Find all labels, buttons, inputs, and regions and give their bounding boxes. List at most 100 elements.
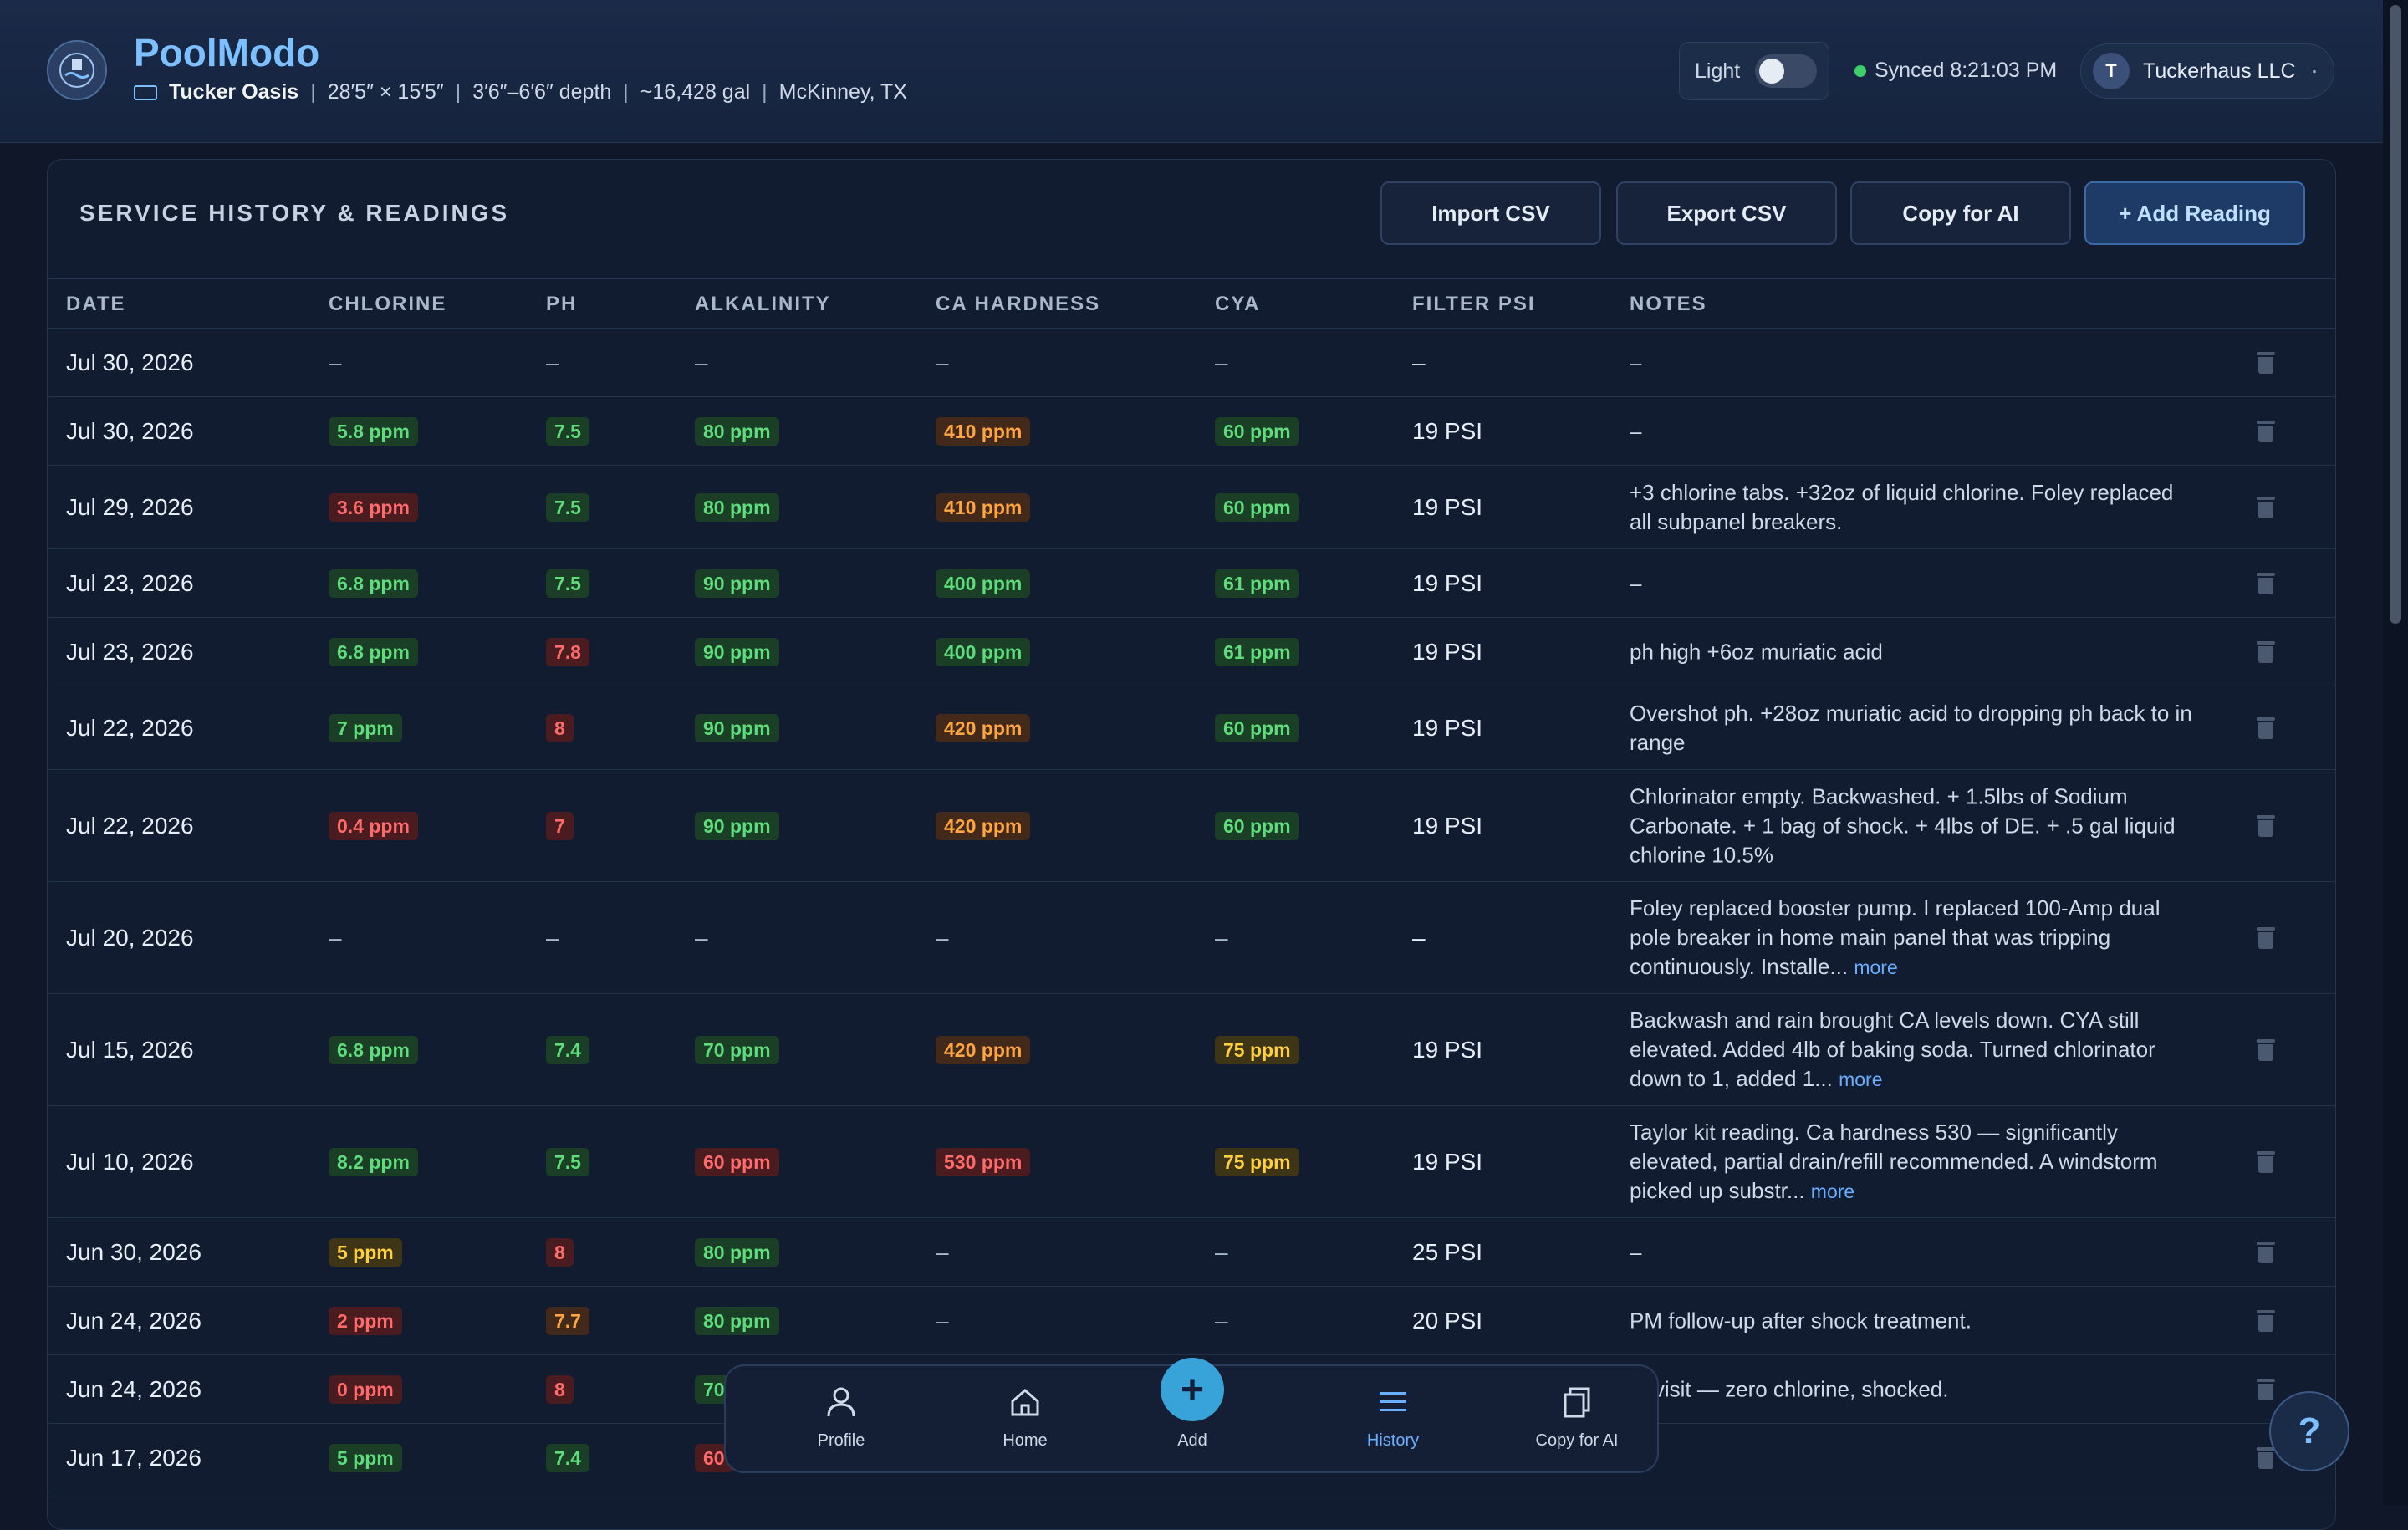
table-row[interactable]: Jul 23, 2026 6.8 ppm 7.8 90 ppm 400 ppm 61 pp… <box>48 618 2335 686</box>
cya-value-badge: 60 ppm <box>1215 811 1299 840</box>
trash-icon[interactable] <box>2257 814 2275 837</box>
more-link[interactable]: more <box>1854 956 1898 978</box>
trash-icon[interactable] <box>2257 572 2275 594</box>
help-button[interactable]: ? <box>2269 1391 2349 1471</box>
copy-for-ai-button[interactable]: Copy for AI <box>1850 181 2071 245</box>
theme-label: Light <box>1695 59 1741 83</box>
alkalinity-value-badge: 80 ppm <box>695 1306 779 1335</box>
add-plus-icon[interactable]: + <box>1161 1358 1224 1421</box>
add-reading-button[interactable]: + Add Reading <box>2084 181 2305 245</box>
alkalinity-cell: 90 ppm <box>695 569 779 598</box>
alkalinity-cell: 90 ppm <box>695 811 779 840</box>
filter-psi-cell: 19 PSI <box>1412 417 1483 444</box>
table-row[interactable]: Jul 20, 2026 – – – – – – Foley replaced booster… <box>48 882 2335 994</box>
ca-hardness-value-badge: 400 ppm <box>936 637 1031 666</box>
ph-cell: 8 <box>546 1237 574 1267</box>
notes-cell: – <box>1630 348 2198 377</box>
trash-icon[interactable] <box>2257 496 2275 518</box>
account-name: Tuckerhaus LLC <box>2143 59 2296 83</box>
column-header-ca-hardness[interactable]: CA HARDNESS <box>936 293 1101 315</box>
notes-text: +3 chlorine tabs. +32oz of liquid chlori… <box>1630 479 2174 534</box>
ca-hardness-value-badge: 410 ppm <box>936 492 1031 522</box>
cya-value-badge: 60 ppm <box>1215 713 1299 742</box>
table-row[interactable]: Jun 17, 2026 5 ppm 7.4 60 <box>48 1424 2335 1492</box>
table-row[interactable]: Jul 23, 2026 6.8 ppm 7.5 90 ppm 400 ppm 61 pp… <box>48 549 2335 618</box>
nav-history[interactable]: History <box>1326 1386 1460 1451</box>
ph-cell: – <box>546 925 559 951</box>
app-header: PoolModo Tucker Oasis | 28′5″ × 15′5″ | … <box>0 0 2383 143</box>
chlorine-value-badge: 5.8 ppm <box>329 416 418 446</box>
column-header-date[interactable]: DATE <box>66 293 126 315</box>
trash-icon[interactable] <box>2257 717 2275 739</box>
table-row[interactable]: Jul 22, 2026 0.4 ppm 7 90 ppm 420 ppm 60 ppm 1… <box>48 770 2335 882</box>
ph-value-badge: 8 <box>546 1374 574 1404</box>
column-header-alkalinity[interactable]: ALKALINITY <box>695 293 831 315</box>
alkalinity-value-badge: 80 ppm <box>695 492 779 522</box>
column-header-cya[interactable]: CYA <box>1215 293 1261 315</box>
column-header-ph[interactable]: PH <box>546 293 578 315</box>
trash-icon[interactable] <box>2257 1241 2275 1263</box>
chlorine-cell: 5 ppm <box>329 1237 402 1267</box>
cya-cell: 60 ppm <box>1215 811 1299 840</box>
nav-profile[interactable]: Profile <box>774 1386 908 1451</box>
ph-cell: 7.5 <box>546 1147 589 1176</box>
more-link[interactable]: more <box>1810 1180 1855 1202</box>
ca-hardness-value-badge: 410 ppm <box>936 416 1031 446</box>
trash-icon[interactable] <box>2257 1038 2275 1061</box>
bottom-nav: Profile Home + Add History Copy for AI <box>724 1358 1659 1473</box>
table-row[interactable]: Jun 30, 2026 5 ppm 8 80 ppm – – 25 PSI – <box>48 1218 2335 1287</box>
scrollbar-thumb[interactable] <box>2390 5 2401 624</box>
column-header-filter-psi[interactable]: FILTER PSI <box>1412 293 1536 315</box>
nav-home[interactable]: Home <box>958 1386 1092 1451</box>
table-row[interactable]: Jul 15, 2026 6.8 ppm 7.4 70 ppm 420 ppm 75 pp… <box>48 994 2335 1106</box>
pool-volume: ~16,428 gal <box>640 80 751 104</box>
pool-logo-icon <box>47 40 107 100</box>
notes-text: ph high +6oz muriatic acid <box>1630 639 1883 664</box>
nav-add-label[interactable]: Add <box>1177 1431 1207 1450</box>
chlorine-cell: 6.8 ppm <box>329 637 418 666</box>
import-csv-button[interactable]: Import CSV <box>1380 181 1601 245</box>
cya-value-badge: 61 ppm <box>1215 569 1299 598</box>
column-header-chlorine[interactable]: CHLORINE <box>329 293 447 315</box>
table-row[interactable]: Jul 29, 2026 3.6 ppm 7.5 80 ppm 410 ppm 60 pp… <box>48 466 2335 549</box>
trash-icon[interactable] <box>2257 640 2275 663</box>
trash-icon[interactable] <box>2257 1150 2275 1173</box>
trash-icon[interactable] <box>2257 1446 2275 1469</box>
ca-hardness-cell: 420 ppm <box>936 1035 1031 1064</box>
pool-summary: Tucker Oasis | 28′5″ × 15′5″ | 3′6″–6′6″… <box>134 80 907 105</box>
pool-location: McKinney, TX <box>778 80 907 104</box>
trash-icon[interactable] <box>2257 926 2275 949</box>
alkalinity-cell: 80 ppm <box>695 1306 779 1335</box>
ph-value-badge: 7 <box>546 811 574 840</box>
ph-value-badge: 8 <box>546 713 574 742</box>
table-row[interactable]: Jul 10, 2026 8.2 ppm 7.5 60 ppm 530 ppm 75 pp… <box>48 1106 2335 1218</box>
trash-icon[interactable] <box>2257 420 2275 442</box>
ca-hardness-cell: 530 ppm <box>936 1147 1031 1176</box>
ca-hardness-cell: – <box>936 1308 949 1334</box>
table-row[interactable]: Jul 22, 2026 7 ppm 8 90 ppm 420 ppm 60 ppm 19 … <box>48 686 2335 770</box>
table-row[interactable]: Jul 30, 2026 5.8 ppm 7.5 80 ppm 410 ppm 60 pp… <box>48 397 2335 466</box>
notes-text: M visit — zero chlorine, shocked. <box>1630 1376 1949 1401</box>
theme-switch[interactable] <box>1755 54 1818 88</box>
chlorine-value-badge: 6.8 ppm <box>329 1035 418 1064</box>
trash-icon[interactable] <box>2257 351 2275 374</box>
table-row[interactable]: Jul 30, 2026 – – – – – – – <box>48 329 2335 397</box>
date-cell: Jul 29, 2026 <box>66 493 194 520</box>
separator: | <box>455 80 462 104</box>
nav-copy-for-ai[interactable]: Copy for AI <box>1510 1386 1644 1451</box>
theme-toggle[interactable]: Light <box>1679 42 1829 100</box>
notes-cell: +3 chlorine tabs. +32oz of liquid chlori… <box>1630 478 2198 537</box>
person-icon <box>827 1387 855 1417</box>
trash-icon[interactable] <box>2257 1309 2275 1332</box>
trash-icon[interactable] <box>2257 1378 2275 1400</box>
copy-icon <box>1564 1387 1590 1418</box>
account-menu[interactable]: T Tuckerhaus LLC • <box>2080 43 2334 99</box>
export-csv-button[interactable]: Export CSV <box>1616 181 1837 245</box>
more-link[interactable]: more <box>1839 1068 1883 1090</box>
ca-hardness-value-badge: 400 ppm <box>936 569 1031 598</box>
ca-hardness-value-badge: 420 ppm <box>936 811 1031 840</box>
cya-cell: – <box>1215 1308 1228 1334</box>
column-header-notes[interactable]: NOTES <box>1630 293 1707 315</box>
table-row[interactable]: Jun 24, 2026 2 ppm 7.7 80 ppm – – 20 PSI PM fol… <box>48 1287 2335 1355</box>
avatar: T <box>2093 53 2130 89</box>
